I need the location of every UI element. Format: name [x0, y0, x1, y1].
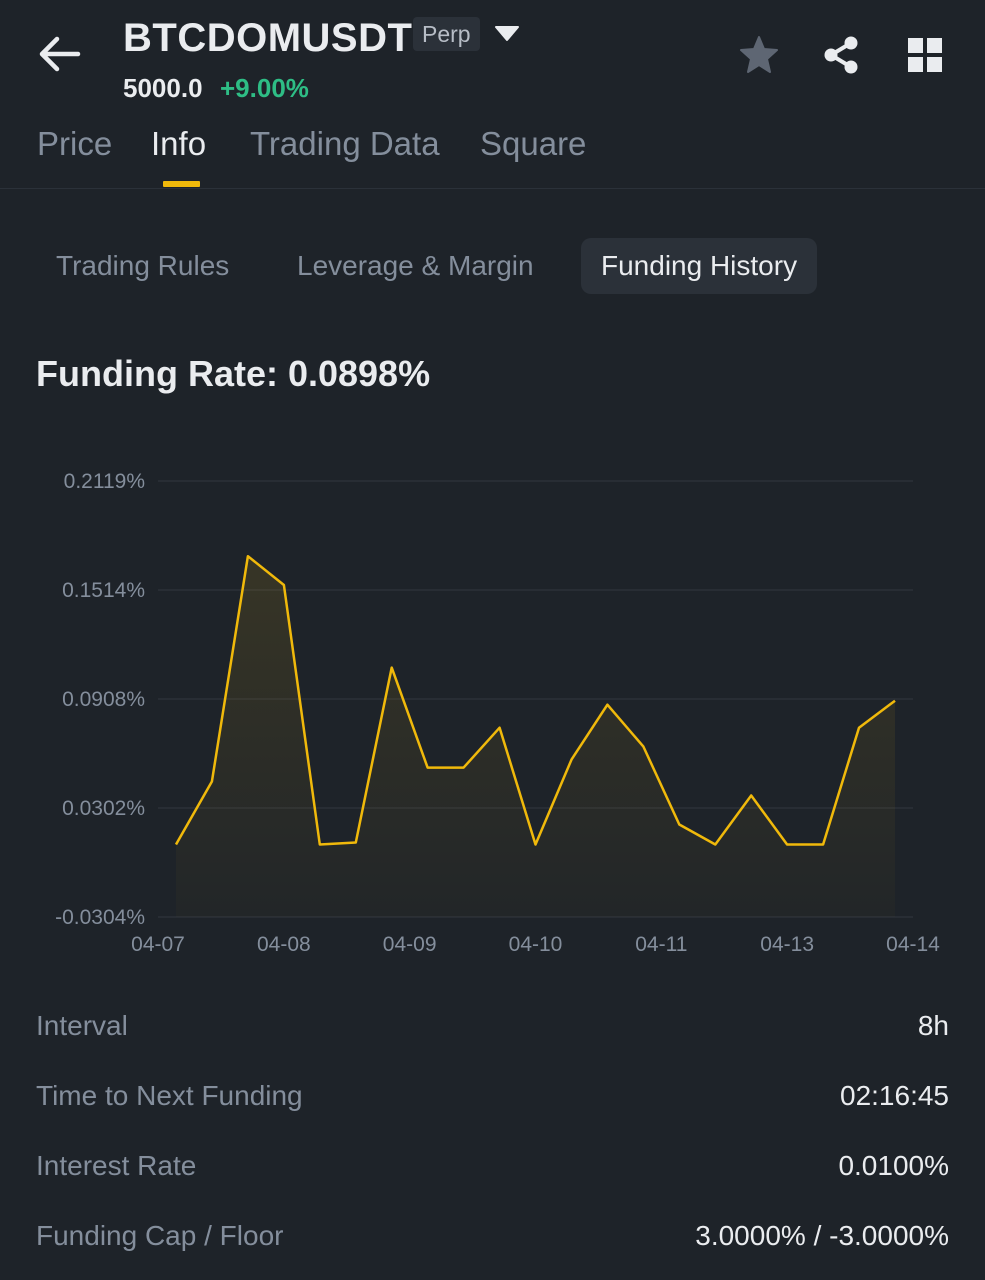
last-price: 5000.0	[123, 73, 203, 103]
share-button[interactable]	[818, 32, 864, 78]
y-tick-label: -0.0304%	[55, 906, 145, 929]
subtab-trading-rules[interactable]: Trading Rules	[56, 250, 230, 281]
caret-down-icon	[495, 26, 519, 41]
next-funding-value: 02:16:45	[840, 1080, 949, 1111]
x-tick-label: 04-07	[131, 933, 185, 956]
symbol-dropdown-button[interactable]	[494, 24, 520, 44]
funding-rate-area	[176, 556, 895, 917]
symbol-title[interactable]: BTCDOMUSDT	[123, 16, 413, 60]
active-tab-indicator	[163, 181, 200, 187]
x-tick-label: 04-09	[383, 933, 437, 956]
x-tick-label: 04-11	[635, 933, 687, 956]
tab-price[interactable]: Price	[37, 125, 113, 162]
funding-rate-title: Funding Rate: 0.0898%	[36, 353, 431, 394]
grid-icon	[908, 38, 942, 72]
y-tick-label: 0.1514%	[62, 579, 145, 602]
x-tick-label: 04-10	[509, 933, 563, 956]
back-button[interactable]	[30, 30, 90, 80]
x-tick-label: 04-14	[886, 933, 940, 956]
star-icon	[740, 36, 778, 73]
favorite-button[interactable]	[736, 32, 782, 78]
price-change: +9.00%	[220, 73, 309, 103]
y-tick-label: 0.0302%	[62, 797, 145, 820]
more-menu-button[interactable]	[902, 32, 948, 78]
x-tick-label: 04-13	[760, 933, 814, 956]
funding-rate-line	[174, 554, 896, 846]
interval-label: Interval	[36, 1010, 128, 1041]
interest-rate-value: 0.0100%	[838, 1150, 949, 1181]
share-icon	[824, 36, 858, 74]
y-tick-label: 0.0908%	[62, 688, 145, 711]
subtab-funding-history[interactable]: Funding History	[581, 238, 818, 294]
interest-rate-label: Interest Rate	[36, 1150, 197, 1181]
funding-cap-floor-value: 3.0000% / -3.0000%	[695, 1220, 949, 1251]
tab-info[interactable]: Info	[151, 125, 207, 162]
tab-divider	[0, 188, 985, 189]
subtab-leverage-margin[interactable]: Leverage & Margin	[297, 250, 534, 281]
next-funding-label: Time to Next Funding	[36, 1080, 303, 1111]
y-tick-label: 0.2119%	[64, 470, 145, 493]
contract-type-badge: Perp	[413, 17, 480, 51]
x-tick-label: 04-08	[257, 933, 311, 956]
tab-square[interactable]: Square	[480, 125, 587, 162]
funding-cap-floor-label: Funding Cap / Floor	[36, 1220, 284, 1251]
interval-value: 8h	[917, 1010, 949, 1041]
funding-rate-chart[interactable]: 0.2119% 0.1514% 0.0908% 0.0302% -0.0304% 04-…	[0, 440, 985, 980]
tab-trading-data[interactable]: Trading Data	[250, 125, 440, 162]
arrow-left-icon	[39, 36, 81, 72]
